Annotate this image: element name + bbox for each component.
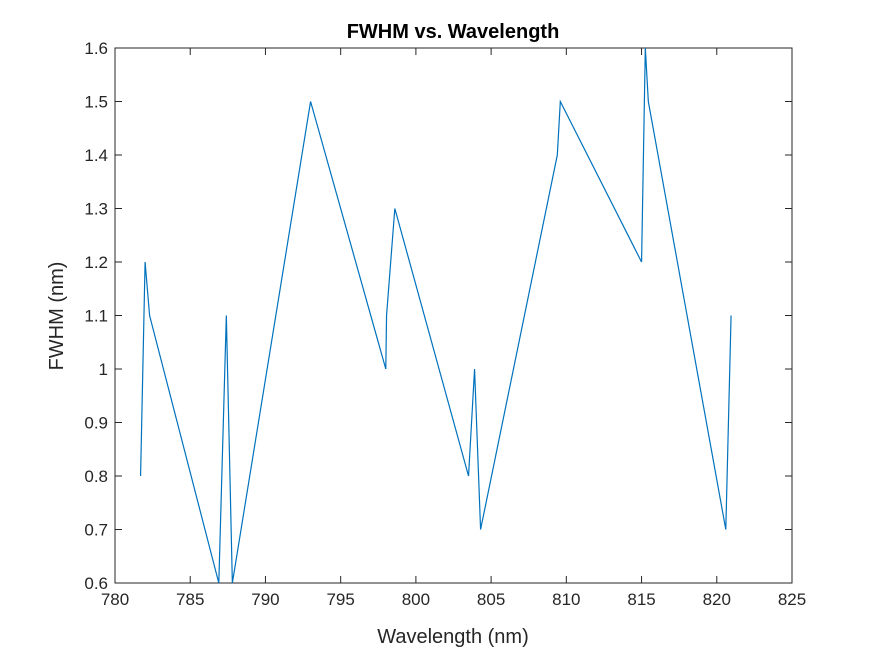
y-tick-label: 1.3 — [84, 200, 108, 219]
x-tick-label: 785 — [176, 590, 204, 609]
y-tick-label: 1.4 — [84, 146, 108, 165]
y-tick-label: 0.7 — [84, 521, 108, 540]
x-tick-label: 805 — [477, 590, 505, 609]
plot-area — [114, 47, 793, 584]
x-tick-label: 780 — [101, 590, 129, 609]
chart-title: FWHM vs. Wavelength — [347, 21, 560, 43]
x-tick-label: 825 — [778, 590, 806, 609]
x-tick-label: 820 — [703, 590, 731, 609]
y-tick-label: 1.1 — [84, 307, 108, 326]
axes-box — [114, 47, 793, 584]
y-tick-label: 0.6 — [84, 574, 108, 593]
y-tick-label: 0.9 — [84, 414, 108, 433]
y-axis: 0.6 0.7 0.8 0.9 1 1.1 1.2 1.3 1.4 1.5 1.6 — [84, 39, 792, 593]
x-axis: 780 785 790 795 800 805 810 815 820 825 — [101, 48, 806, 609]
x-tick-label: 790 — [251, 590, 279, 609]
x-tick-label: 815 — [627, 590, 655, 609]
y-tick-label: 1.5 — [84, 93, 108, 112]
y-axis-label: FWHM (nm) — [46, 262, 68, 371]
y-tick-label: 1.6 — [84, 39, 108, 58]
x-axis-label: Wavelength (nm) — [377, 626, 529, 648]
x-tick-label: 810 — [552, 590, 580, 609]
y-tick-label: 1.2 — [84, 253, 108, 272]
y-tick-label: 1 — [99, 360, 108, 379]
x-tick-label: 795 — [326, 590, 354, 609]
y-tick-label: 0.8 — [84, 467, 108, 486]
series-line — [139, 47, 732, 584]
x-tick-label: 800 — [402, 590, 430, 609]
